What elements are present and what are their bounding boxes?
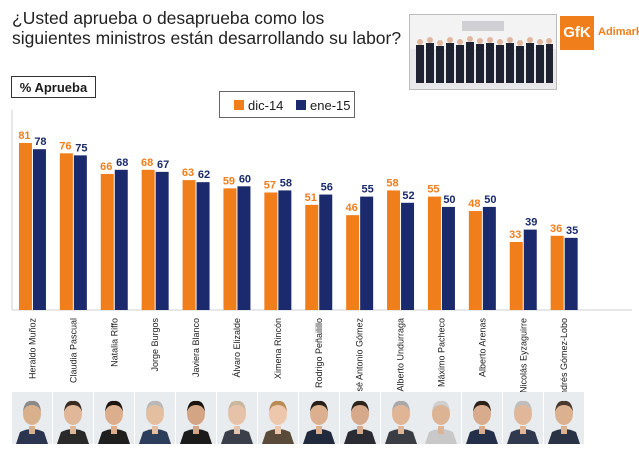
bar-ene15-5 (237, 186, 251, 310)
data-label-dic14-4: 63 (182, 167, 194, 179)
bar-dic14-11 (468, 211, 482, 310)
category-label-10: Máximo Pacheco (436, 318, 446, 387)
bar-ene15-9 (401, 202, 415, 310)
portrait-12 (503, 392, 544, 444)
data-label-dic14-11: 48 (468, 198, 480, 210)
adimark-logo-text: Adimark (598, 26, 639, 38)
portrait-6 (257, 392, 298, 444)
data-label-ene15-3: 67 (157, 159, 169, 171)
data-label-ene15-2: 68 (116, 157, 128, 169)
portrait-3 (135, 392, 176, 444)
category-label-7: Rodrigo Peñailillo (314, 318, 324, 388)
bar-ene15-10 (441, 206, 455, 310)
legend-swatch-ene15 (296, 100, 306, 110)
bar-dic14-0 (18, 143, 32, 310)
portrait-10 (421, 392, 462, 444)
bar-ene15-3 (155, 171, 169, 310)
bar-ene15-12 (523, 229, 537, 310)
category-label-12: Nicolás Eyzaguirre (518, 318, 528, 393)
category-label-6: Ximena Rincón (273, 318, 283, 379)
minister-portraits (0, 392, 639, 448)
bar-ene15-2 (114, 169, 128, 310)
bar-dic14-9 (387, 190, 401, 310)
bar-ene15-11 (482, 206, 496, 310)
bar-dic14-12 (509, 241, 523, 310)
data-label-ene15-1: 75 (75, 142, 87, 154)
data-label-dic14-6: 57 (264, 179, 276, 191)
category-label-8: José Antonio Gómez (355, 318, 365, 402)
chart-subtitle: % Aprueba (11, 76, 96, 98)
category-label-13: Andrés Gómez-Lobo (559, 318, 569, 401)
data-label-dic14-10: 55 (427, 184, 439, 196)
portrait-4 (176, 392, 217, 444)
chart-legend: dic-14 ene-15 (219, 91, 355, 118)
data-label-dic14-0: 81 (18, 130, 30, 142)
legend-label-dic14: dic-14 (248, 98, 284, 113)
bar-dic14-5 (223, 188, 237, 310)
data-label-ene15-6: 58 (280, 177, 292, 189)
portrait-5 (216, 392, 257, 444)
bar-dic14-10 (427, 196, 441, 310)
data-label-ene15-0: 78 (34, 136, 46, 148)
bar-dic14-3 (141, 169, 155, 310)
bar-dic14-6 (264, 192, 278, 310)
category-label-11: Alberto Arenas (477, 318, 487, 378)
bar-ene15-8 (360, 196, 374, 310)
bar-ene15-6 (278, 190, 292, 310)
portrait-2 (94, 392, 135, 444)
portrait-1 (53, 392, 94, 444)
data-label-ene15-5: 60 (239, 173, 251, 185)
bar-dic14-8 (346, 215, 360, 310)
data-label-dic14-3: 68 (141, 157, 153, 169)
data-label-ene15-8: 55 (362, 184, 374, 196)
data-label-dic14-1: 76 (59, 140, 71, 152)
legend-label-ene15: ene-15 (310, 98, 351, 113)
data-label-dic14-9: 58 (386, 177, 398, 189)
cabinet-photo (409, 14, 557, 90)
data-label-dic14-8: 46 (346, 202, 358, 214)
bar-dic14-2 (100, 173, 114, 310)
bar-ene15-7 (319, 194, 333, 310)
data-label-ene15-7: 56 (321, 182, 333, 194)
data-label-dic14-13: 36 (550, 223, 562, 235)
gfk-logo-mark: GfK (560, 16, 594, 50)
chart-title: ¿Usted aprueba o desaprueba como los sig… (12, 8, 402, 48)
portrait-13 (544, 392, 585, 444)
category-label-3: Jorge Burgos (150, 318, 160, 372)
category-label-1: Claudia Pascual (68, 318, 78, 383)
legend-swatch-dic14 (234, 100, 244, 110)
category-label-4: Javiera Blanco (191, 318, 201, 377)
portrait-7 (298, 392, 339, 444)
portrait-0 (12, 392, 53, 444)
category-label-5: Álvaro Elizalde (232, 318, 242, 378)
data-label-ene15-9: 52 (402, 190, 414, 202)
data-label-ene15-11: 50 (484, 194, 496, 206)
data-label-ene15-10: 50 (443, 194, 455, 206)
bar-dic14-13 (550, 235, 564, 310)
portrait-8 (339, 392, 380, 444)
data-label-ene15-13: 35 (566, 225, 578, 237)
data-label-ene15-4: 62 (198, 169, 210, 181)
data-label-dic14-2: 66 (100, 161, 112, 173)
category-label-0: Heraldo Muñoz (27, 318, 37, 380)
data-label-dic14-5: 59 (223, 175, 235, 187)
category-label-2: Natalia Riffo (109, 318, 119, 367)
bar-dic14-4 (182, 180, 196, 310)
data-label-dic14-12: 33 (509, 229, 521, 241)
bar-dic14-1 (59, 153, 73, 310)
portrait-9 (380, 392, 421, 444)
bar-ene15-0 (32, 149, 46, 310)
portrait-11 (462, 392, 503, 444)
bar-ene15-4 (196, 182, 210, 310)
gfk-adimark-logo: GfK Adimark (560, 16, 639, 52)
data-label-dic14-7: 51 (305, 192, 317, 204)
category-label-9: Alberto Undurraga (396, 318, 406, 392)
bar-ene15-13 (564, 237, 578, 310)
bar-ene15-1 (73, 155, 87, 310)
bar-dic14-7 (305, 204, 319, 310)
data-label-ene15-12: 39 (525, 217, 537, 229)
